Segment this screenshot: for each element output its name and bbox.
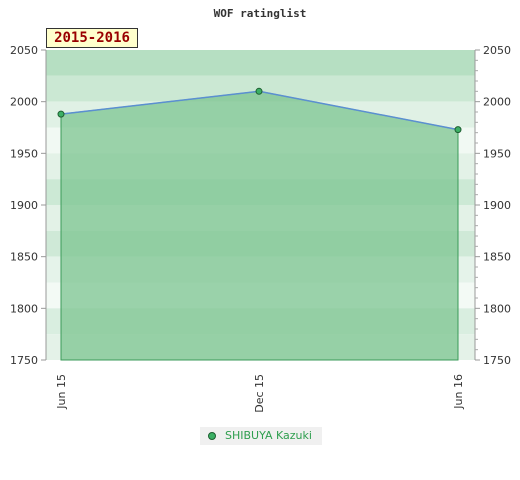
- background-band: [46, 50, 475, 76]
- y-tick-label-left: 1750: [10, 354, 38, 367]
- x-tick-label: Dec 15: [253, 374, 266, 413]
- y-tick-label-left: 1850: [10, 251, 38, 264]
- data-point: [255, 87, 263, 95]
- y-tick-label-right: 1750: [483, 354, 511, 367]
- series-area-fill: [60, 90, 459, 361]
- series-area: [60, 90, 459, 361]
- chart-title: WOF ratinglist: [214, 7, 307, 20]
- y-tick-label-right: 2050: [483, 44, 511, 57]
- y-tick-label-left: 2050: [10, 44, 38, 57]
- data-points: [57, 87, 462, 134]
- x-tick-label: Jun 16: [452, 374, 465, 410]
- x-tick-label: Jun 15: [55, 374, 68, 410]
- legend[interactable]: SHIBUYA Kazuki: [200, 427, 322, 445]
- x-axis: Jun 15 Dec 15 Jun 16: [55, 374, 465, 413]
- y-axis-left: 1750 1800 1850 1900 1950 2000 2050: [10, 44, 47, 367]
- legend-label: SHIBUYA Kazuki: [225, 429, 312, 442]
- legend-marker-icon: [208, 432, 216, 440]
- y-tick-label-right: 1900: [483, 199, 511, 212]
- y-tick-label-right: 1800: [483, 302, 511, 315]
- y-tick-label-left: 1950: [10, 147, 38, 160]
- data-point: [57, 110, 65, 118]
- y-tick-label-right: 1950: [483, 147, 511, 160]
- y-tick-label-left: 1800: [10, 302, 38, 315]
- y-tick-label-right: 2000: [483, 96, 511, 109]
- y-tick-label-right: 1850: [483, 251, 511, 264]
- data-point: [454, 126, 462, 134]
- y-tick-label-left: 1900: [10, 199, 38, 212]
- y-tick-label-left: 2000: [10, 96, 38, 109]
- y-axis-right: 1750 1800 1850 1900 1950 2000 2050: [474, 44, 511, 367]
- season-label: 2015-2016: [46, 28, 138, 48]
